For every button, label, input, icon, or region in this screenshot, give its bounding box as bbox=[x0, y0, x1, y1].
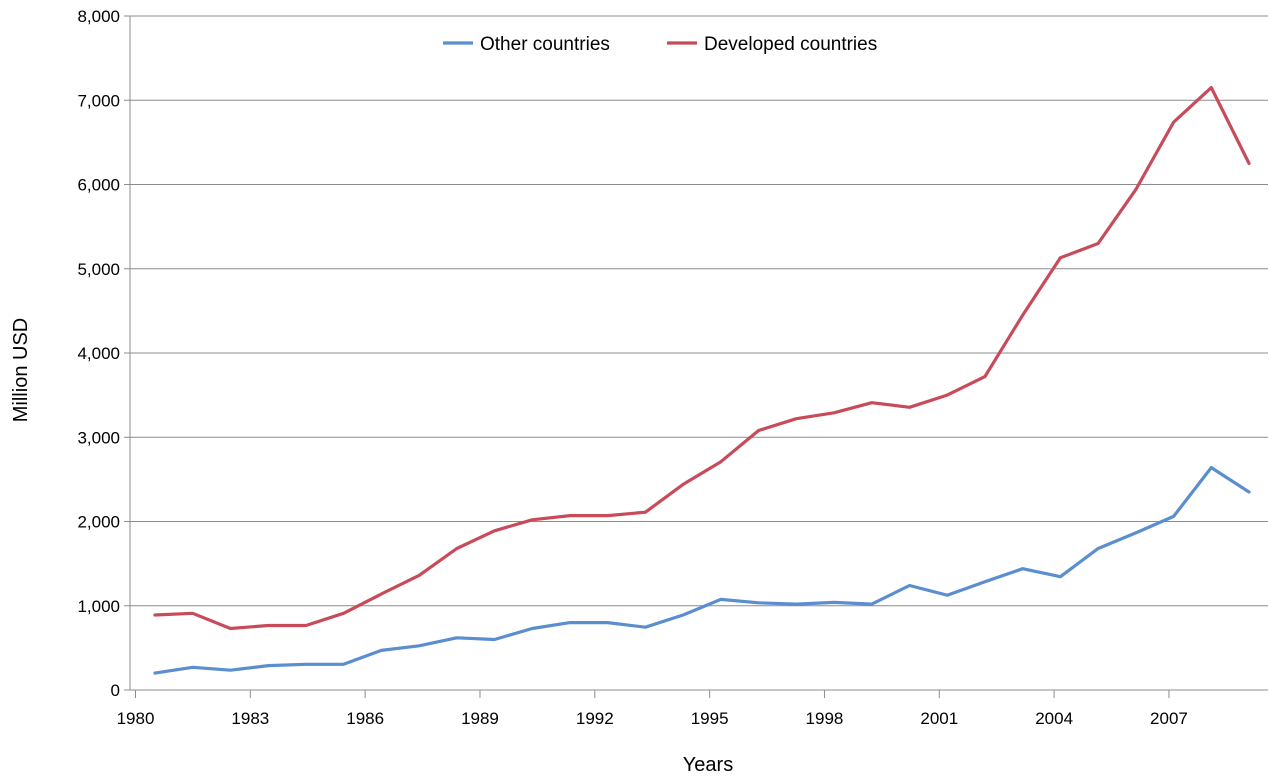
x-tick-label: 1998 bbox=[806, 709, 844, 728]
y-tick-label: 8,000 bbox=[77, 7, 120, 26]
x-axis-title: Years bbox=[683, 754, 733, 776]
x-tick-label: 1980 bbox=[117, 709, 155, 728]
legend-label: Developed countries bbox=[704, 34, 877, 55]
x-tick-label: 2001 bbox=[920, 709, 958, 728]
x-tick-label: 1983 bbox=[231, 709, 269, 728]
x-tick-label: 2007 bbox=[1150, 709, 1188, 728]
x-tick-label: 1995 bbox=[691, 709, 729, 728]
y-axis-title: Million USD bbox=[10, 318, 32, 422]
y-tick-label: 1,000 bbox=[77, 597, 120, 616]
legend: Other countries Developed countries bbox=[443, 34, 877, 55]
series-line-other-countries bbox=[153, 466, 1251, 675]
legend-label: Other countries bbox=[480, 34, 610, 55]
series-line-developed-countries bbox=[153, 85, 1251, 631]
x-axis-tick-labels: 1980 1983 1986 1989 1992 1995 1998 2001 2004 2007 bbox=[117, 709, 1188, 728]
y-tick-label: 2,000 bbox=[77, 513, 120, 532]
y-tick-label: 4,000 bbox=[77, 344, 120, 363]
y-tick-label: 5,000 bbox=[77, 260, 120, 279]
x-tick-label: 1992 bbox=[576, 709, 614, 728]
y-axis-tick-labels: 0 1,000 2,000 3,000 4,000 5,000 6,000 7,000 8,00… bbox=[77, 7, 120, 700]
y-tick-label: 6,000 bbox=[77, 176, 120, 195]
x-tick-label: 1986 bbox=[346, 709, 384, 728]
series-lines bbox=[153, 85, 1251, 675]
y-tick-label: 0 bbox=[111, 681, 120, 700]
x-tick-label: 1989 bbox=[461, 709, 499, 728]
y-tick-label: 3,000 bbox=[77, 428, 120, 447]
gridlines bbox=[130, 15, 1268, 607]
x-tick-label: 2004 bbox=[1035, 709, 1073, 728]
y-tick-label: 7,000 bbox=[77, 91, 120, 110]
axes bbox=[124, 15, 1268, 698]
